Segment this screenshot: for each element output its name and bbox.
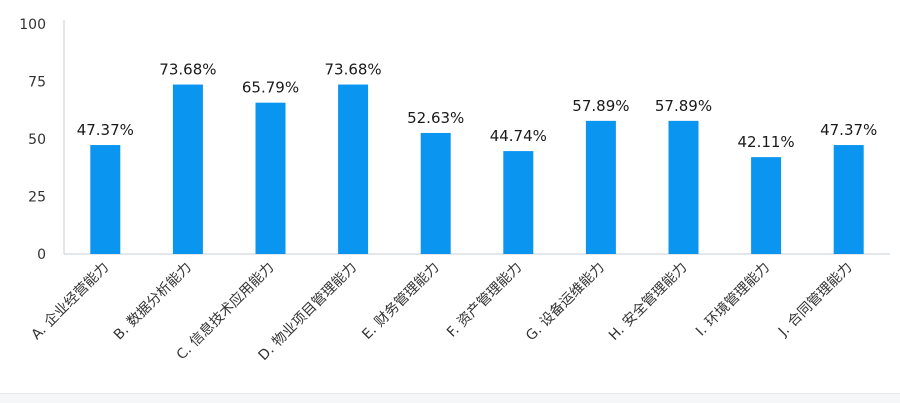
- bar: [255, 102, 286, 254]
- bar-chart: 0 25 50 75 100 47.37% 73.68% 65.79% 73.68% 52.63…: [19, 17, 890, 364]
- category-label: H. 安全管理能力: [605, 259, 690, 344]
- category-label: B. 数据分析能力: [111, 260, 195, 344]
- bottom-band: [0, 393, 900, 403]
- y-axis: 0 25 50 75 100: [19, 17, 65, 263]
- data-label: 47.37%: [820, 121, 877, 139]
- data-label: 57.89%: [655, 97, 712, 115]
- bar: [833, 145, 864, 254]
- bar: [503, 151, 534, 254]
- category-label: E. 财务管理能力: [359, 260, 442, 343]
- category-label: F. 资产管理能力: [444, 260, 525, 341]
- data-label: 44.74%: [490, 127, 547, 145]
- bar: [751, 157, 782, 254]
- category-label: J. 合同管理能力: [775, 260, 856, 341]
- data-labels: 47.37% 73.68% 65.79% 73.68% 52.63% 44.74% 57.8…: [77, 61, 878, 152]
- bars: [90, 84, 864, 254]
- y-tick-label: 100: [19, 17, 46, 33]
- y-tick-label: 0: [37, 247, 46, 263]
- data-label: 73.68%: [159, 61, 216, 79]
- data-label: 57.89%: [572, 97, 629, 115]
- category-label: I. 环境管理能力: [693, 260, 773, 340]
- category-label: A. 企业经营能力: [28, 259, 112, 343]
- data-label: 52.63%: [407, 109, 464, 127]
- bar: [90, 145, 121, 254]
- bar: [585, 120, 616, 254]
- y-tick-label: 75: [28, 75, 46, 91]
- bar: [668, 120, 699, 254]
- y-tick-label: 25: [28, 190, 46, 206]
- data-label: 42.11%: [737, 133, 794, 151]
- bar: [172, 84, 203, 254]
- data-label: 65.79%: [242, 79, 299, 97]
- bar: [420, 132, 451, 254]
- bar: [338, 84, 369, 254]
- category-label: G. 设备运维能力: [522, 259, 607, 344]
- y-tick-label: 50: [28, 132, 46, 148]
- data-label: 47.37%: [77, 121, 134, 139]
- data-label: 73.68%: [324, 61, 381, 79]
